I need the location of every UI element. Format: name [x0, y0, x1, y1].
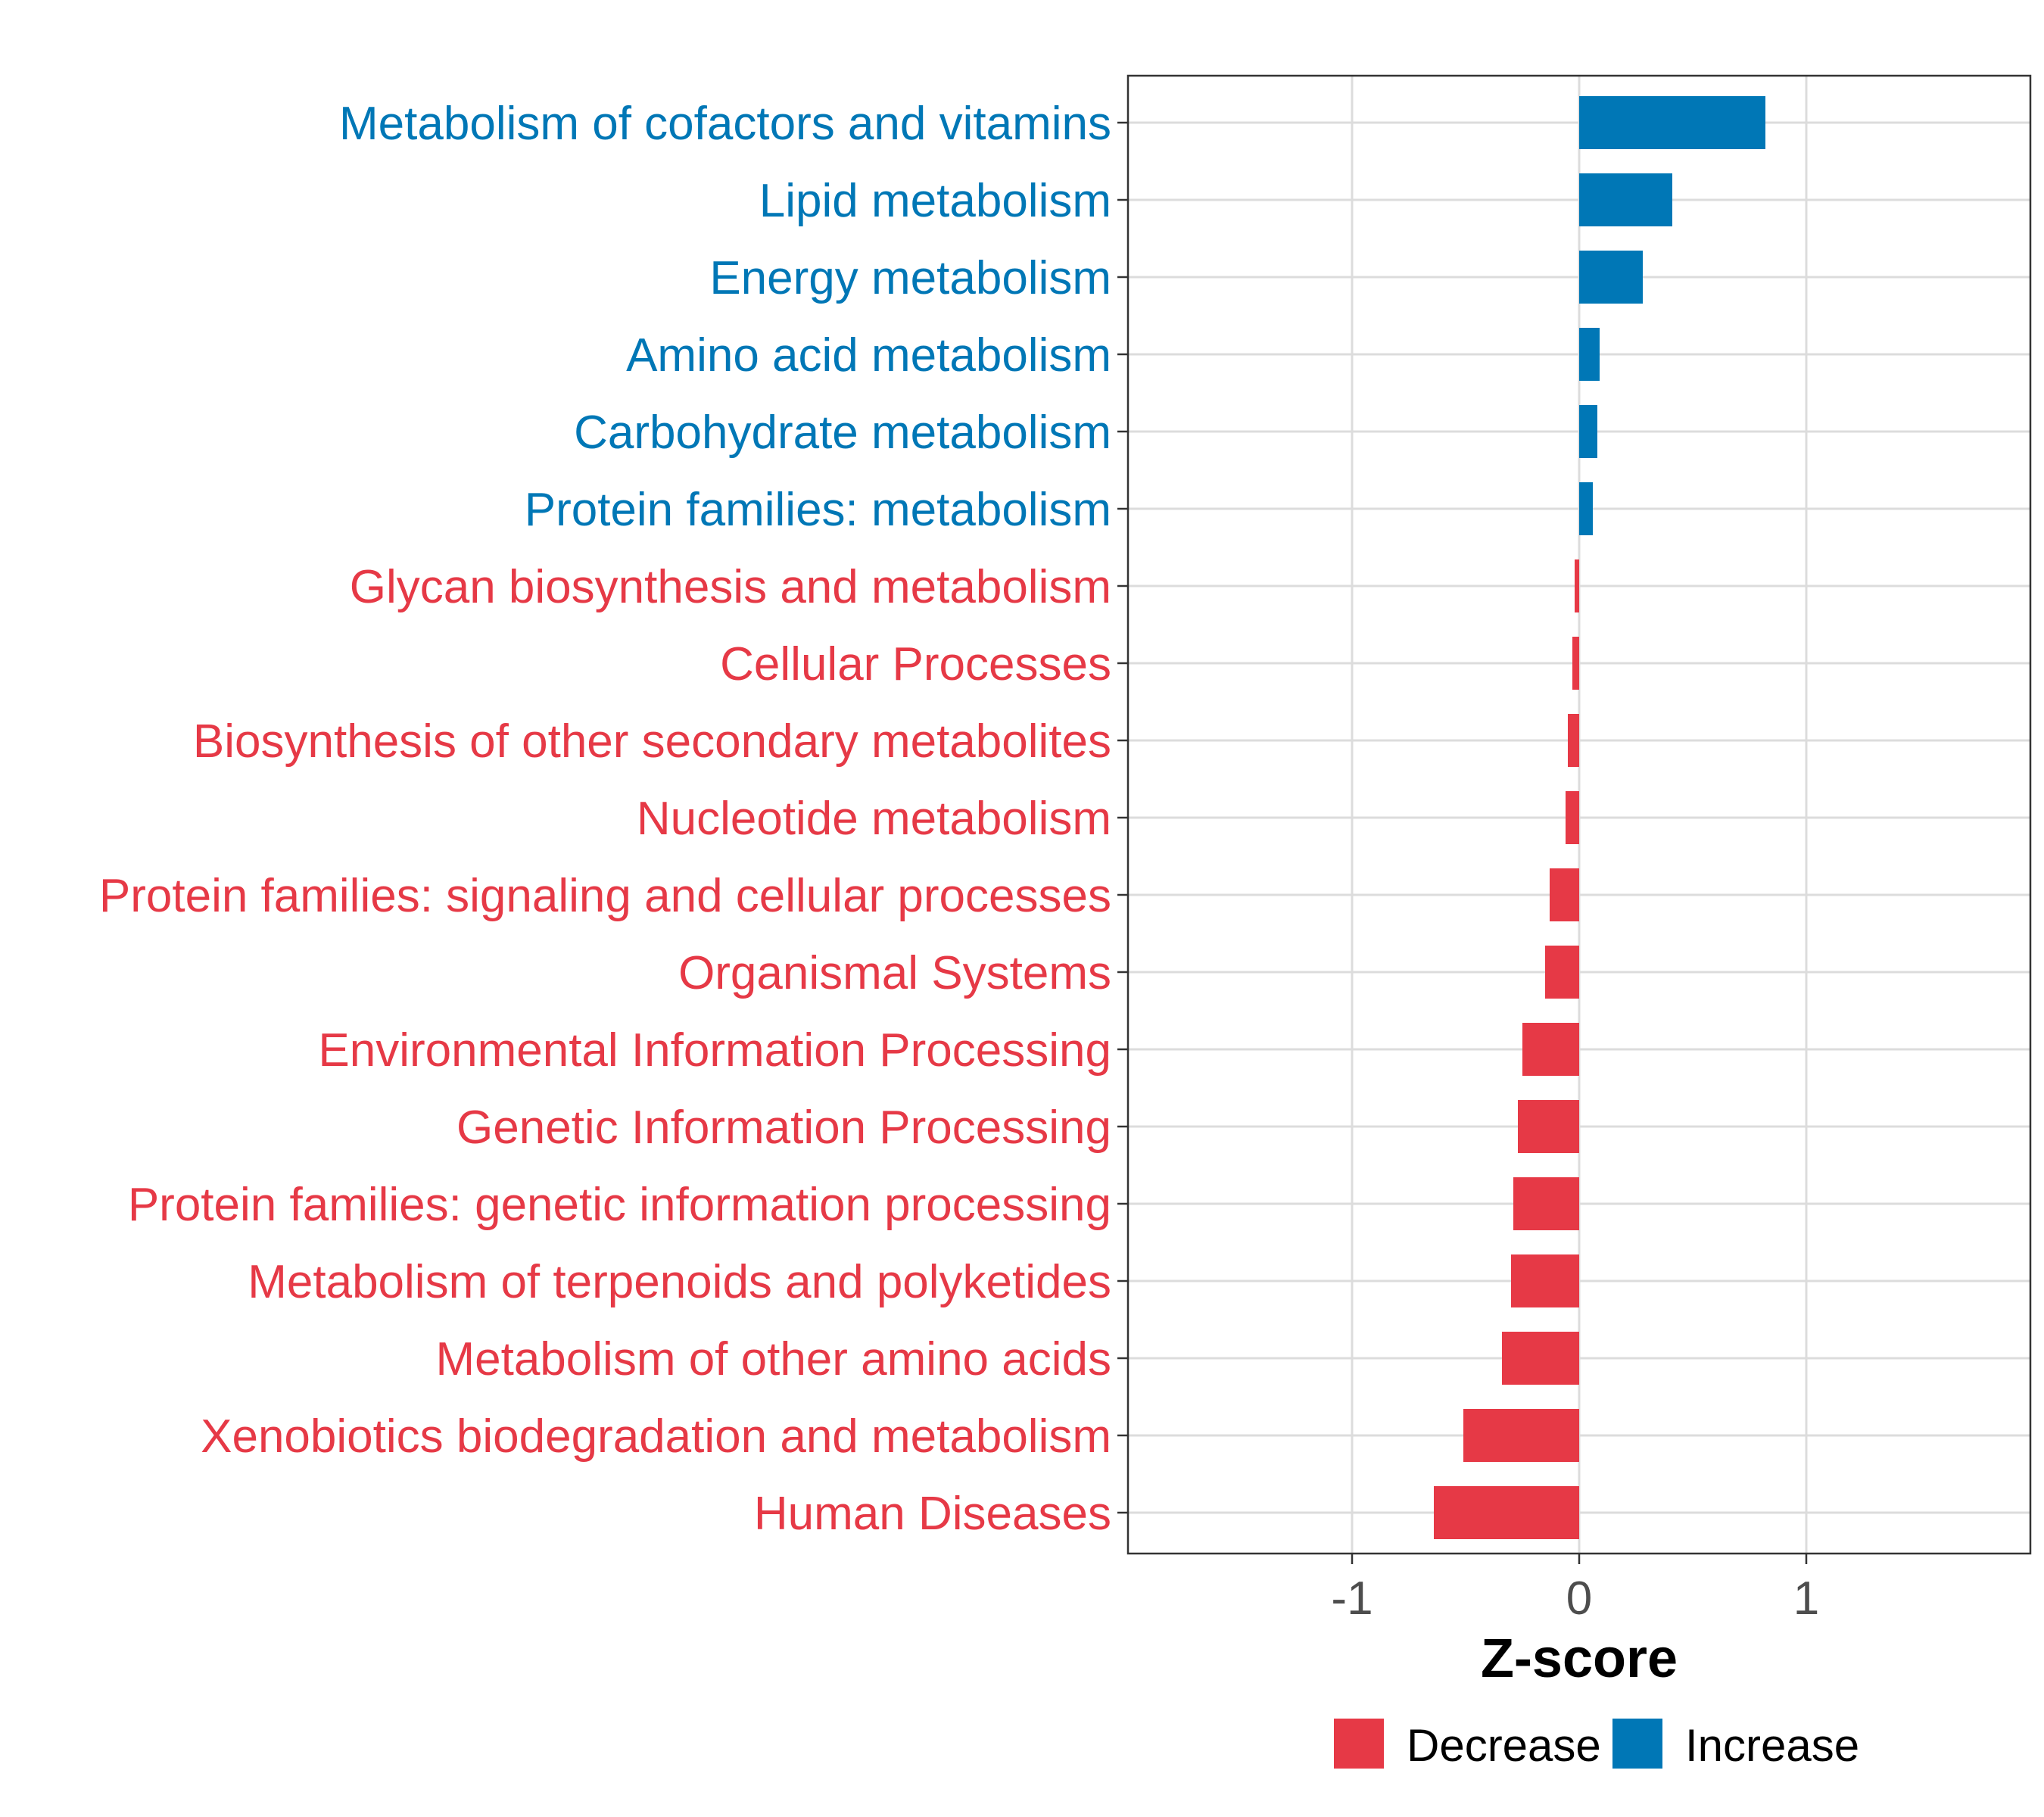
category-label-15: Metabolism of terpenoids and polyketides	[248, 1256, 1111, 1308]
category-label-4: Carbohydrate metabolism	[574, 407, 1111, 459]
x-axis-ticks: -1 0 1	[1331, 1554, 1819, 1625]
bar-16	[1502, 1332, 1579, 1385]
category-label-8: Biosynthesis of other secondary metaboli…	[193, 715, 1111, 768]
legend: Decrease Increase	[1334, 1719, 1859, 1771]
category-label-5: Protein families: metabolism	[525, 484, 1111, 536]
category-label-12: Environmental Information Processing	[318, 1024, 1111, 1077]
bar-2	[1579, 251, 1643, 304]
x-tick-label-0: -1	[1331, 1572, 1373, 1625]
category-label-14: Protein families: genetic information pr…	[128, 1179, 1111, 1231]
category-label-18: Human Diseases	[754, 1488, 1111, 1540]
bar-1	[1579, 173, 1672, 226]
bar-13	[1518, 1100, 1579, 1153]
category-label-9: Nucleotide metabolism	[637, 793, 1111, 845]
category-label-10: Protein families: signaling and cellular…	[99, 870, 1111, 922]
category-label-7: Cellular Processes	[720, 638, 1111, 690]
bar-3	[1579, 328, 1600, 381]
legend-key-decrease	[1334, 1719, 1384, 1769]
y-axis-ticks	[1117, 121, 1128, 1514]
category-label-17: Xenobiotics biodegradation and metabolis…	[201, 1410, 1111, 1463]
bar-11	[1545, 946, 1579, 999]
category-label-2: Energy metabolism	[709, 252, 1111, 304]
bar-5	[1579, 482, 1593, 535]
bar-10	[1550, 868, 1579, 921]
category-label-3: Amino acid metabolism	[626, 329, 1111, 382]
category-label-16: Metabolism of other amino acids	[435, 1333, 1111, 1385]
category-label-13: Genetic Information Processing	[456, 1102, 1111, 1154]
category-label-6: Glycan biosynthesis and metabolism	[350, 561, 1111, 613]
bar-8	[1568, 714, 1579, 767]
category-label-11: Organismal Systems	[678, 947, 1111, 999]
bar-7	[1572, 637, 1579, 690]
bar-4	[1579, 405, 1597, 458]
category-label-0: Metabolism of cofactors and vitamins	[339, 98, 1111, 150]
bar-15	[1511, 1254, 1579, 1307]
legend-key-increase	[1612, 1719, 1662, 1769]
bar-12	[1522, 1023, 1579, 1076]
bar-6	[1575, 559, 1579, 612]
category-label-1: Lipid metabolism	[759, 175, 1111, 227]
y-axis-category-labels: Metabolism of cofactors and vitamins Lipi…	[99, 98, 1111, 1540]
bar-18	[1434, 1486, 1579, 1539]
bar-9	[1566, 791, 1579, 844]
legend-label-increase: Increase	[1685, 1720, 1859, 1771]
bars	[1434, 96, 1765, 1539]
x-tick-label-1: 0	[1566, 1572, 1592, 1625]
bar-14	[1513, 1177, 1579, 1230]
bar-0	[1579, 96, 1765, 149]
bar-17	[1463, 1409, 1579, 1462]
x-axis-title: Z-score	[1481, 1628, 1678, 1689]
legend-label-decrease: Decrease	[1407, 1720, 1601, 1771]
x-tick-label-2: 1	[1793, 1572, 1819, 1625]
